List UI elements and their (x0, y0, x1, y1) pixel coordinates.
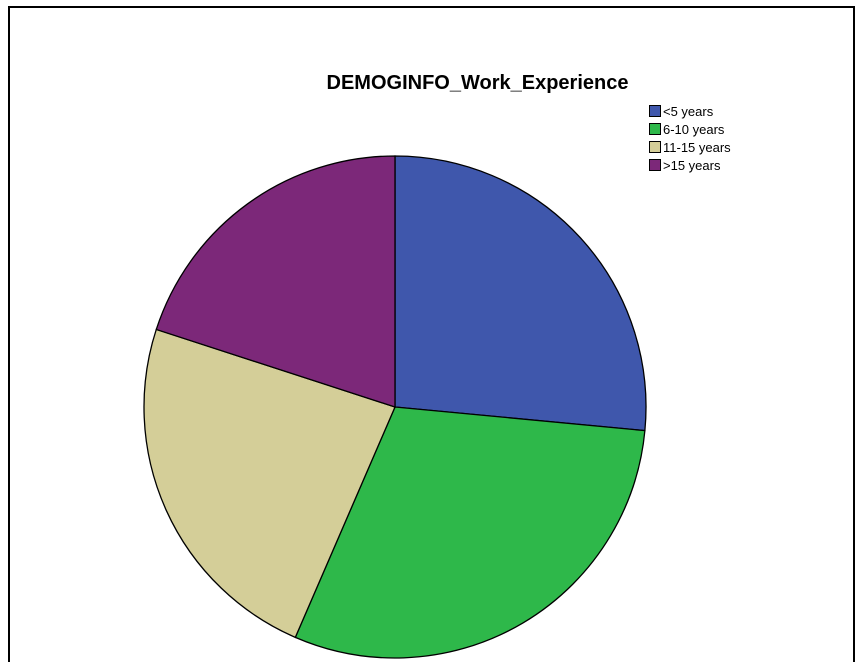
pie-slice-1 (394, 155, 647, 432)
legend-item-2: 6-10 years (649, 120, 731, 138)
legend-item-4: >15 years (649, 156, 731, 174)
chart-title: DEMOGINFO_Work_Experience (326, 72, 629, 94)
legend-swatch-3 (649, 141, 661, 153)
legend-label-2: 6-10 years (663, 121, 725, 137)
legend-swatch-4 (649, 159, 661, 171)
legend: <5 years 6-10 years 11-15 years >15 year… (649, 102, 731, 174)
pie-slice-4 (155, 155, 396, 408)
legend-item-1: <5 years (649, 102, 731, 120)
legend-swatch-1 (649, 105, 661, 117)
pie-slice-2 (294, 406, 646, 659)
legend-label-3: 11-15 years (663, 139, 731, 155)
legend-label-1: <5 years (663, 103, 714, 119)
legend-swatch-2 (649, 123, 661, 135)
pie-slice-3 (143, 328, 396, 639)
legend-item-3: 11-15 years (649, 138, 731, 156)
legend-label-4: >15 years (663, 157, 721, 173)
